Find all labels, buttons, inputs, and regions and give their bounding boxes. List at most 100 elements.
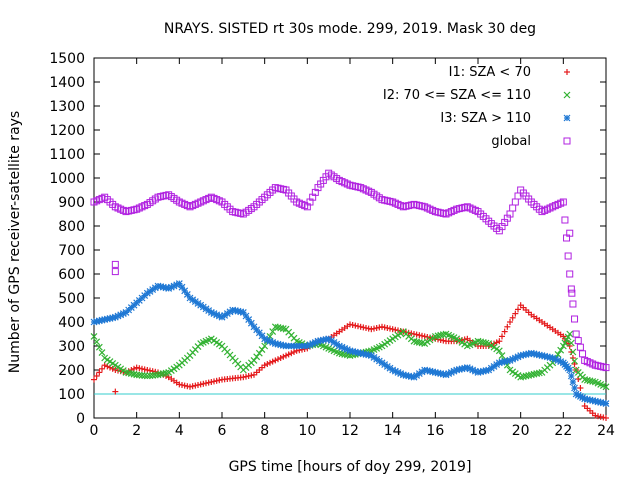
data-point bbox=[557, 346, 565, 354]
data-point bbox=[291, 349, 297, 355]
data-point bbox=[569, 378, 577, 386]
data-point bbox=[175, 280, 183, 288]
y-tick-label: 1200 bbox=[49, 123, 85, 139]
data-point bbox=[571, 384, 578, 392]
legend-label: I2: 70 <= SZA <= 110 bbox=[383, 88, 531, 103]
data-point bbox=[572, 330, 580, 338]
data-point bbox=[255, 349, 263, 357]
data-point bbox=[245, 316, 253, 324]
data-point bbox=[277, 355, 284, 361]
data-point bbox=[151, 371, 159, 379]
data-marks bbox=[90, 169, 610, 421]
data-point bbox=[269, 328, 277, 336]
outlier-point bbox=[566, 229, 574, 237]
data-point bbox=[566, 270, 574, 278]
outlier-point bbox=[111, 260, 119, 268]
x-tick-label: 6 bbox=[218, 423, 227, 439]
data-point bbox=[288, 350, 295, 357]
data-point bbox=[559, 198, 567, 206]
x-axis-title: GPS time [hours of doy 299, 2019] bbox=[229, 459, 472, 475]
data-point bbox=[247, 319, 255, 327]
y-tick-label: 1400 bbox=[49, 75, 85, 91]
data-point bbox=[95, 343, 103, 351]
data-point bbox=[90, 332, 98, 340]
x-tick-label: 10 bbox=[298, 423, 316, 439]
y-tick-label: 900 bbox=[58, 195, 85, 211]
y-tick-label: 100 bbox=[58, 387, 85, 403]
series-3 bbox=[90, 169, 610, 372]
x-tick-label: 14 bbox=[384, 423, 402, 439]
legend-label: I1: SZA < 70 bbox=[449, 65, 531, 80]
x-tick-label: 0 bbox=[90, 423, 99, 439]
data-point bbox=[602, 383, 610, 391]
data-point bbox=[569, 300, 577, 308]
data-point bbox=[181, 287, 189, 295]
chart-title: NRAYS. SISTED rt 30s mode. 299, 2019. Ma… bbox=[164, 21, 536, 37]
data-point bbox=[602, 364, 610, 372]
data-point bbox=[567, 339, 575, 347]
axes: 0 2 4 6 8 10 12 14 16 18 20 22 240100200300400500600… bbox=[49, 51, 615, 439]
data-point bbox=[566, 366, 574, 374]
data-point bbox=[272, 357, 279, 364]
data-point bbox=[269, 358, 276, 365]
data-point bbox=[258, 346, 266, 354]
x-tick-label: 16 bbox=[426, 423, 444, 439]
data-point bbox=[603, 415, 609, 421]
data-point bbox=[101, 362, 108, 369]
data-point bbox=[93, 338, 101, 346]
data-point bbox=[566, 330, 574, 338]
data-point bbox=[283, 352, 289, 359]
data-point bbox=[242, 312, 250, 320]
legend-marker bbox=[563, 91, 571, 99]
y-tick-label: 700 bbox=[58, 243, 85, 259]
y-tick-label: 800 bbox=[58, 219, 85, 235]
data-point bbox=[280, 353, 287, 360]
x-tick-label: 12 bbox=[341, 423, 359, 439]
y-tick-label: 400 bbox=[58, 315, 85, 331]
data-point bbox=[515, 306, 521, 313]
y-tick-label: 1500 bbox=[49, 51, 85, 67]
data-point bbox=[571, 357, 578, 365]
outlier-point bbox=[112, 388, 119, 395]
data-point bbox=[509, 314, 516, 321]
x-tick-label: 18 bbox=[469, 423, 487, 439]
data-point bbox=[561, 216, 569, 224]
data-point bbox=[571, 361, 578, 367]
y-tick-label: 300 bbox=[58, 339, 85, 355]
legend-marker bbox=[563, 114, 571, 122]
x-tick-label: 4 bbox=[175, 423, 184, 439]
x-tick-label: 22 bbox=[554, 423, 572, 439]
legend-label: I3: SZA > 110 bbox=[440, 111, 531, 126]
data-point bbox=[567, 285, 575, 293]
data-point bbox=[109, 365, 116, 372]
data-point bbox=[98, 349, 106, 357]
y-axis-title: Number of GPS receiver-satellite rays bbox=[7, 111, 23, 373]
data-point bbox=[99, 365, 105, 372]
data-point bbox=[569, 348, 577, 356]
x-tick-label: 24 bbox=[597, 423, 615, 439]
y-tick-label: 1100 bbox=[49, 147, 85, 163]
outlier-point bbox=[568, 289, 576, 297]
x-tick-label: 8 bbox=[260, 423, 269, 439]
data-point bbox=[178, 283, 186, 291]
data-point bbox=[579, 350, 587, 358]
data-point bbox=[509, 204, 517, 212]
data-point bbox=[577, 385, 584, 391]
data-point bbox=[511, 198, 519, 206]
y-tick-label: 1300 bbox=[49, 99, 85, 115]
data-point bbox=[275, 356, 281, 363]
data-point bbox=[567, 372, 575, 380]
series-0 bbox=[91, 302, 609, 421]
y-tick-label: 0 bbox=[76, 411, 85, 427]
data-point bbox=[264, 361, 271, 367]
legend-marker bbox=[564, 69, 570, 75]
data-point bbox=[250, 356, 258, 364]
data-point bbox=[239, 308, 247, 316]
data-point bbox=[576, 343, 584, 351]
series-2 bbox=[90, 280, 610, 408]
data-point bbox=[504, 323, 511, 330]
data-point bbox=[554, 350, 562, 358]
data-point bbox=[93, 373, 100, 379]
data-point bbox=[602, 400, 610, 408]
data-point bbox=[91, 376, 97, 383]
